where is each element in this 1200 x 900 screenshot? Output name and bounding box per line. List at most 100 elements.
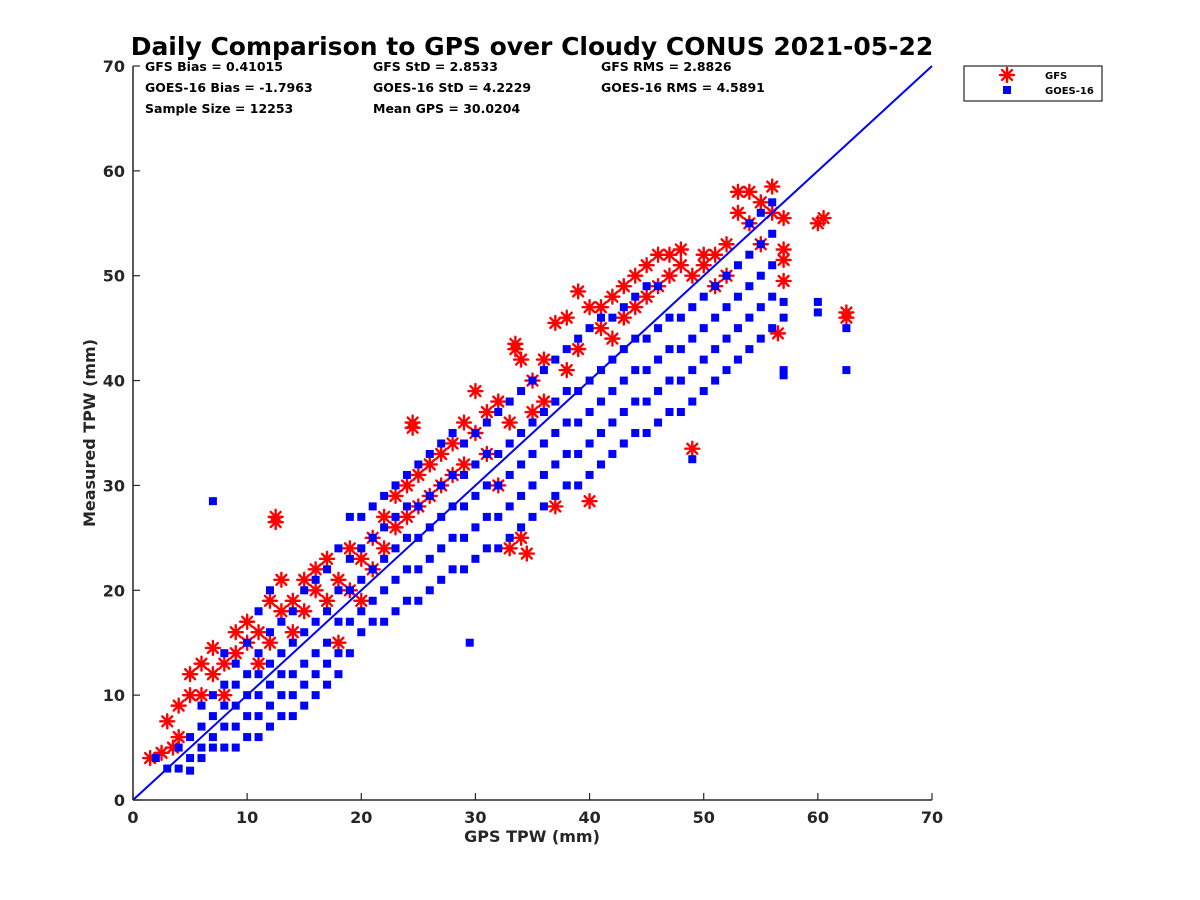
goes16-point [288, 670, 297, 679]
goes16-point [482, 481, 491, 490]
goes16-point [231, 680, 240, 689]
gfs-point [204, 639, 222, 657]
gfs-point [604, 288, 621, 305]
goes16-point [254, 733, 263, 742]
goes16-point [722, 271, 731, 280]
gfs-point [227, 624, 244, 641]
goes16-point [842, 324, 851, 333]
y-tick-label: 70 [103, 57, 125, 76]
goes16-point [254, 712, 263, 721]
gfs-point [661, 267, 678, 284]
stat-goes-bias: GOES-16 Bias = -1.7963 [145, 80, 313, 95]
gfs-point [547, 498, 564, 515]
goes16-point [585, 470, 594, 479]
goes16-point [745, 219, 754, 228]
goes16-point [414, 596, 423, 605]
goes16-point [596, 313, 605, 322]
y-tick-label: 40 [103, 372, 125, 391]
goes16-point [676, 376, 685, 385]
goes16-point [208, 712, 217, 721]
goes16-point [391, 575, 400, 584]
goes16-point [288, 712, 297, 721]
goes16-point [437, 575, 446, 584]
one-to-one-line [132, 65, 933, 801]
goes16-point [243, 670, 252, 679]
goes16-point [425, 449, 434, 458]
goes16-point [711, 345, 720, 354]
goes16-point [174, 764, 183, 773]
y-tick-label: 60 [103, 162, 125, 181]
goes16-point [642, 282, 651, 291]
goes16-point [414, 460, 423, 469]
goes16-point [517, 429, 526, 437]
goes16-point [471, 491, 480, 500]
goes16-point [208, 743, 217, 752]
goes16-point [539, 502, 548, 511]
gfs-point [752, 194, 769, 211]
goes16-point [288, 691, 297, 700]
goes16-point [288, 638, 297, 647]
goes16-point [448, 429, 457, 437]
gfs-point [318, 550, 336, 568]
goes16-point [505, 470, 514, 479]
points-layer [141, 178, 855, 775]
gfs-point [558, 361, 575, 379]
goes16-point [243, 733, 252, 742]
goes16-point [471, 554, 480, 563]
goes16-point [631, 397, 640, 406]
goes16-point [357, 628, 366, 637]
goes16-point [231, 722, 240, 731]
gfs-point [216, 686, 233, 704]
y-tick-label: 20 [103, 581, 125, 600]
gfs-point [318, 592, 336, 609]
gfs-point [273, 603, 290, 620]
goes16-point [745, 345, 754, 354]
goes16-point [391, 512, 400, 521]
gfs-point [204, 665, 222, 683]
goes16-point [642, 429, 651, 437]
goes16-point [654, 387, 663, 396]
goes16-point [323, 607, 332, 616]
gfs-point [432, 445, 450, 463]
goes16-point [448, 565, 457, 574]
goes16-point [562, 481, 571, 490]
gfs-point [193, 655, 210, 672]
gfs-point [775, 251, 792, 269]
goes16-point [323, 638, 332, 647]
goes16-point [562, 387, 571, 396]
goes16-point [208, 497, 217, 506]
goes16-point [482, 544, 491, 553]
goes16-point [654, 324, 663, 333]
goes16-point [391, 607, 400, 616]
goes16-point [642, 397, 651, 406]
goes16-point [345, 617, 354, 626]
goes16-point [368, 565, 377, 574]
goes16-point [300, 586, 309, 595]
goes16-point [699, 324, 708, 333]
goes16-point [437, 481, 446, 490]
goes16-point [437, 544, 446, 553]
gfs-point [330, 571, 347, 588]
gfs-point [250, 624, 267, 641]
goes16-point [551, 460, 560, 469]
goes16-point [414, 565, 423, 574]
goes16-point [323, 680, 332, 689]
goes16-point [665, 313, 674, 322]
gfs-point [267, 508, 284, 526]
x-tick-label: 10 [236, 808, 258, 827]
gfs-point [444, 435, 461, 452]
goes16-point [528, 376, 537, 385]
goes16-point [676, 313, 685, 322]
goes16-point [425, 554, 434, 563]
x-tick-label: 30 [464, 808, 486, 827]
gfs-point [307, 582, 324, 599]
goes16-point [745, 282, 754, 291]
goes16-point [300, 701, 309, 710]
gfs-point [569, 283, 587, 300]
gfs-point [398, 477, 416, 494]
y-tick-label: 10 [103, 686, 125, 705]
goes16-point [345, 512, 354, 521]
gfs-point [478, 403, 496, 421]
gfs-point [729, 204, 747, 222]
